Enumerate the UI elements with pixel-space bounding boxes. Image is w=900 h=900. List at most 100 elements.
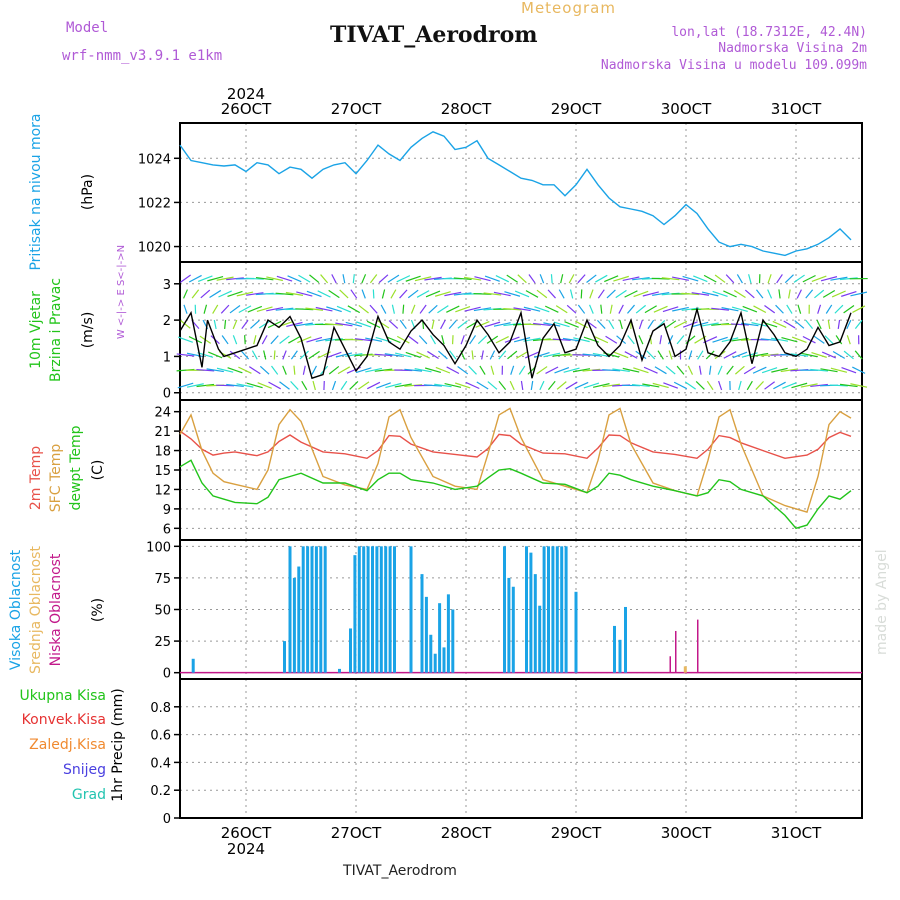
- cloud-high-bar: [409, 546, 413, 673]
- wind-arrow: [671, 276, 690, 281]
- wind-arrow: [279, 335, 290, 344]
- wind-arrow: [653, 305, 668, 313]
- wind-arrow: [723, 290, 737, 298]
- wind-arrow: [419, 304, 427, 314]
- wind-arrow: [287, 275, 302, 283]
- wind-arrow: [566, 304, 577, 314]
- wind-arrow: [361, 289, 366, 299]
- wind-arrow: [820, 276, 838, 282]
- wind-arrow: [454, 382, 471, 389]
- wind-arrow: [778, 289, 781, 299]
- wind-arrow: [821, 351, 837, 359]
- wind-arrow: [633, 290, 649, 298]
- wind-arrow: [429, 335, 437, 345]
- wind-arrow: [534, 351, 550, 358]
- wind-arrow: [404, 368, 423, 372]
- cloud-high-bar: [547, 546, 550, 673]
- wind-arrow: [335, 352, 353, 358]
- wind-arrow: [355, 367, 372, 374]
- wind-arrow: [693, 275, 708, 283]
- wind-arrow: [631, 384, 650, 387]
- wind-arrow: [256, 306, 273, 313]
- wind-arrow: [635, 304, 647, 314]
- cloud-high-bar: [624, 606, 627, 673]
- wind-arrow: [712, 290, 728, 298]
- wind-arrow: [405, 351, 421, 359]
- wind-arrow: [229, 304, 241, 314]
- wind-arrow: [486, 335, 499, 344]
- cloud-high-bar: [511, 586, 515, 673]
- wind-arrow: [402, 304, 405, 314]
- cloud-unit: (%): [90, 598, 106, 622]
- cloud-high-bar: [301, 546, 305, 673]
- wind-arrow: [539, 380, 545, 391]
- temp-unit: (C): [90, 460, 106, 481]
- wind-arrow: [597, 289, 605, 299]
- wind-arrow: [642, 383, 660, 388]
- wind-arrow: [622, 276, 640, 282]
- y-tick-label: 12: [154, 483, 171, 498]
- wind-arrow: [676, 365, 685, 375]
- wind-arrow: [673, 320, 688, 329]
- panel-frame-precip: [179, 678, 863, 819]
- wind-arrow: [405, 275, 421, 282]
- wind-arrow: [238, 305, 252, 314]
- year-top: 2024: [227, 85, 265, 103]
- wind-arrow: [573, 337, 590, 343]
- wind-arrow: [216, 276, 234, 281]
- cloud-high-bar: [438, 603, 442, 673]
- wind-arrow: [407, 289, 419, 299]
- wind-arrow: [852, 305, 866, 313]
- wind-arrow: [177, 336, 194, 343]
- wind-arrow: [805, 319, 814, 330]
- wind-arrow: [580, 289, 583, 299]
- station-title: TIVAT_Aerodrom: [330, 22, 538, 48]
- wind-arrow: [530, 380, 534, 391]
- wind-arrow: [780, 368, 799, 373]
- wind-arrow: [358, 381, 370, 390]
- wind-arrow: [275, 307, 294, 311]
- wind-arrow: [513, 337, 531, 343]
- wind-arrow: [800, 383, 818, 388]
- wind-arrow: [577, 274, 586, 284]
- cloud-high-bar: [384, 546, 388, 673]
- wind-arrow: [227, 290, 243, 298]
- temp-label-sfc: SFC Temp: [48, 444, 64, 513]
- wind-arrow: [830, 367, 848, 373]
- wind-arrow: [479, 365, 486, 375]
- y-tick-label: 25: [154, 635, 171, 650]
- wind-arrow: [632, 277, 650, 281]
- wind-arrow: [613, 275, 629, 282]
- x-tick-label-top: 26OCT: [221, 100, 272, 118]
- wind-arrow: [372, 289, 375, 299]
- wind-arrow: [775, 304, 784, 314]
- y-tick-label: 50: [154, 604, 171, 619]
- wind-arrow: [556, 381, 567, 390]
- wind-arrow: [761, 367, 778, 374]
- wind-arrow: [196, 383, 215, 388]
- wind-arrow: [651, 277, 670, 280]
- cloud-high-bar: [538, 605, 542, 673]
- wind-arrow: [721, 337, 739, 343]
- wind-arrow: [425, 367, 441, 374]
- cloud-high-bar: [297, 566, 301, 673]
- wind-arrow: [543, 352, 561, 358]
- wind-arrow: [793, 274, 805, 283]
- wind-arrow: [424, 384, 442, 387]
- wind-arrow: [682, 275, 699, 282]
- y-tick-label: 1022: [138, 196, 171, 211]
- wind-arrow: [760, 353, 779, 357]
- wind-arrow: [776, 274, 783, 284]
- wind-arrow: [595, 274, 608, 283]
- cloud-high-bar: [371, 546, 374, 673]
- wind-arrow: [509, 380, 515, 391]
- cloud-high-bar: [283, 641, 286, 673]
- wind-arrow: [834, 304, 844, 314]
- wind-arrow: [344, 338, 363, 341]
- wind-arrow: [268, 381, 281, 390]
- wind-arrow: [183, 289, 188, 299]
- wind-arrow: [543, 322, 561, 327]
- wind-arrow: [816, 319, 822, 330]
- wind-arrow: [399, 289, 408, 299]
